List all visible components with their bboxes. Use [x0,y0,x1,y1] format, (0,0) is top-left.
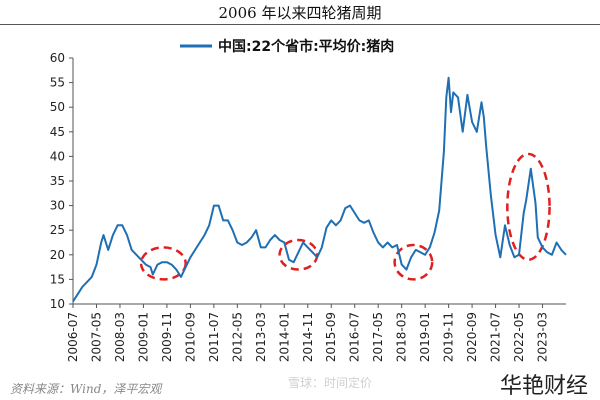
cycle-bottom-ellipse [139,246,187,281]
cycle-bottom-ellipse [393,243,434,281]
y-tick-label: 55 [50,76,65,90]
x-tick-label: 2009-01 [136,312,150,362]
y-tick-label: 30 [50,199,65,213]
y-tick-label: 45 [50,125,65,139]
source-note: 资料来源：Wind，泽平宏观 [10,382,162,396]
y-tick-label: 35 [50,174,65,188]
y-tick-label: 15 [50,272,65,286]
x-tick-label: 2022-05 [512,312,526,362]
y-tick-label: 10 [50,297,65,311]
x-tick-label: 2010-09 [183,312,197,362]
legend-label: 中国:22个省市:平均价:猪肉 [218,38,394,55]
x-tick-label: 2014-11 [301,312,315,362]
x-tick-label: 2011-07 [207,312,221,362]
watermark-text: 雪球：时间定价 [288,376,373,390]
x-tick-label: 2007-05 [89,312,103,362]
x-tick-label: 2015-09 [324,312,338,362]
y-tick-label: 20 [50,248,65,262]
x-tick-label: 2008-03 [113,312,127,362]
x-tick-label: 2016-07 [348,312,362,362]
x-tick-label: 2020-09 [465,312,479,362]
x-tick-label: 2014-01 [277,312,291,362]
x-tick-label: 2009-11 [160,312,174,362]
y-tick-label: 25 [50,223,65,237]
x-tick-label: 2019-01 [418,312,432,362]
y-tick-label: 40 [50,149,65,163]
x-tick-label: 2023-03 [536,312,550,362]
x-tick-label: 2012-05 [230,312,244,362]
cycle-bottom-ellipse [506,152,551,261]
cycle-bottom-ellipse [278,238,319,271]
x-tick-label: 2018-03 [395,312,409,362]
y-tick-label: 50 [50,100,65,114]
watermark-logo-text: 华艳财经 [500,374,589,399]
x-tick-label: 2019-11 [442,312,456,362]
x-tick-label: 2021-07 [489,312,503,362]
series-line [72,76,567,303]
x-tick-label: 2017-05 [371,312,385,362]
x-tick-label: 2013-03 [254,312,268,362]
title-divider [0,24,600,25]
y-tick-label: 60 [50,51,65,65]
chart-title: 2006 年以来四轮猪周期 [218,4,382,22]
x-tick-label: 2006-07 [66,312,80,362]
